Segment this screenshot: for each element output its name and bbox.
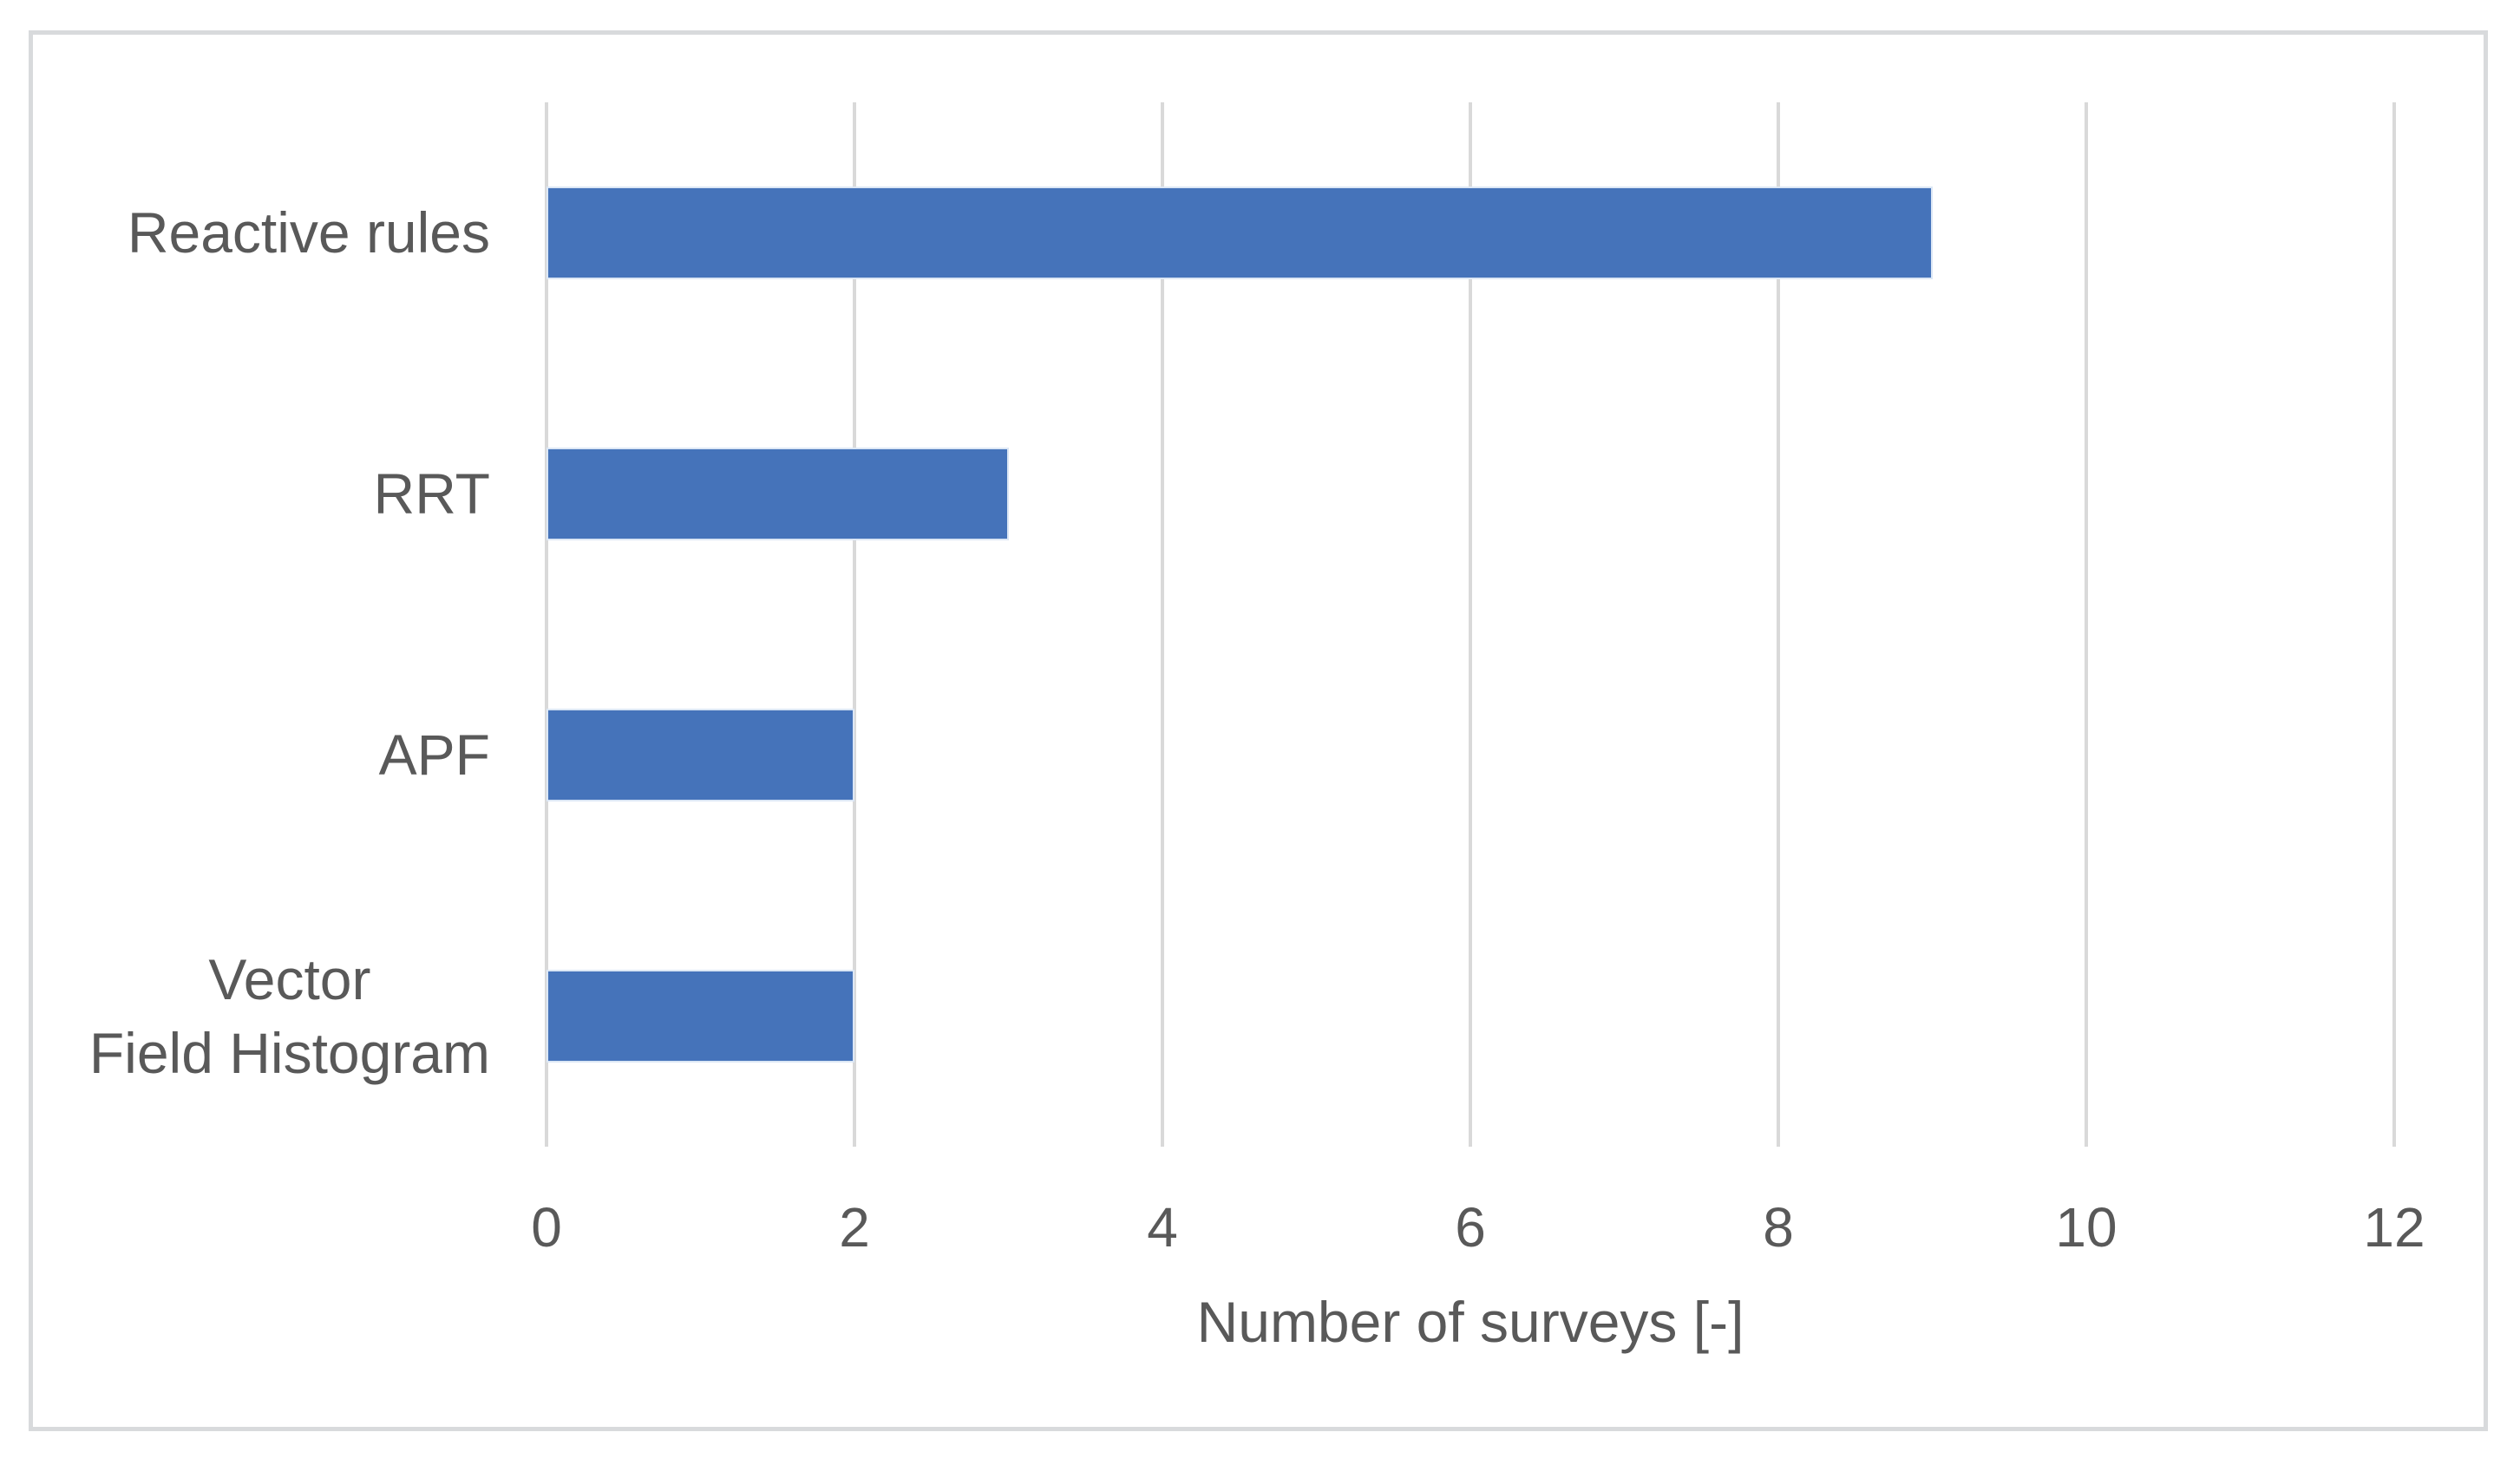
gridline	[1777, 102, 1780, 1147]
gridline	[2392, 102, 2396, 1147]
category-label-text: RRT	[373, 461, 490, 526]
bar	[547, 448, 1009, 540]
gridline	[853, 102, 856, 1147]
x-tick-label: 6	[1455, 1196, 1486, 1259]
bar	[547, 186, 1933, 279]
category-label: Vector Field Histogram	[52, 934, 490, 1099]
gridline	[1469, 102, 1472, 1147]
gridline	[2085, 102, 2088, 1147]
category-label-text: APF	[378, 723, 490, 788]
category-label-text: Reactive rules	[127, 200, 490, 265]
x-tick-label: 2	[839, 1196, 870, 1259]
x-tick-label: 10	[2055, 1196, 2117, 1259]
x-axis-title: Number of surveys [-]	[1196, 1290, 1744, 1354]
x-tick-label: 12	[2363, 1196, 2425, 1259]
x-tick-label: 8	[1763, 1196, 1794, 1259]
category-label-text: Vector Field Histogram	[88, 947, 490, 1085]
category-label: APF	[52, 673, 490, 838]
gridline	[1161, 102, 1164, 1147]
gridline	[545, 102, 548, 1147]
bar	[547, 970, 854, 1063]
category-label: Reactive rules	[52, 151, 490, 316]
category-label: RRT	[52, 412, 490, 577]
bar	[547, 709, 854, 801]
x-tick-label: 0	[531, 1196, 562, 1259]
x-tick-label: 4	[1147, 1196, 1178, 1259]
